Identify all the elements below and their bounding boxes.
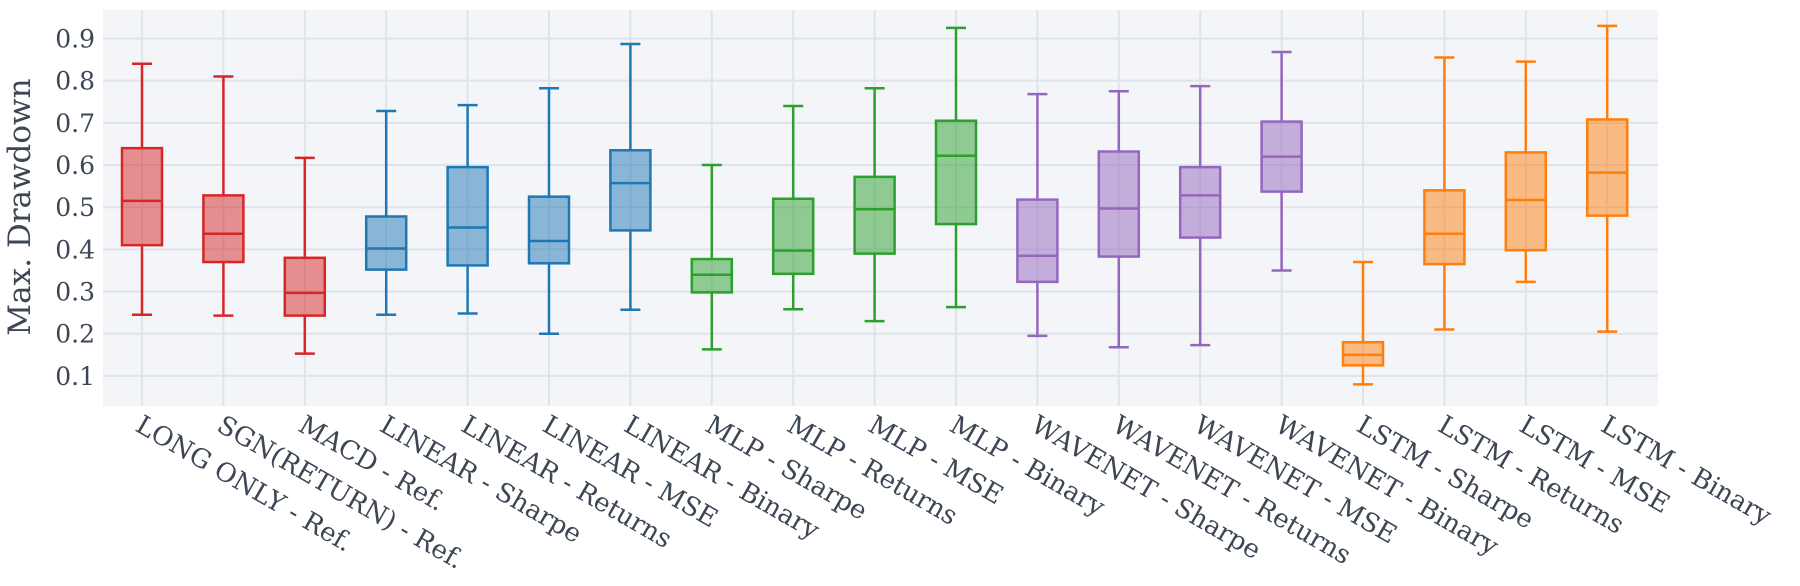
box-group	[1504, 60, 1548, 284]
y-tick-label: 0.9	[55, 24, 95, 53]
box-group	[690, 163, 734, 351]
y-tick-label: 0.5	[55, 193, 95, 222]
box-series	[120, 24, 1629, 386]
y-axis-ticks: 0.1 0.2 0.3 0.4 0.5 0.6 0.7 0.8 0.9	[55, 24, 95, 390]
box-group	[1585, 24, 1629, 333]
box-iqr	[1097, 150, 1141, 258]
box-group	[446, 103, 489, 315]
box-group	[364, 109, 408, 317]
y-tick-label: 0.4	[55, 235, 95, 264]
y-tick-label: 0.1	[55, 362, 95, 391]
box-iqr	[1585, 118, 1629, 217]
box-iqr	[202, 194, 245, 264]
box-iqr	[1178, 165, 1222, 239]
box-group	[283, 156, 327, 355]
box-iqr	[364, 215, 408, 271]
x-axis-labels: LONG ONLY - Ref.SGN(RETURN) - Ref.MACD -…	[131, 410, 1777, 575]
box-group	[934, 26, 978, 309]
box-group	[1260, 50, 1303, 272]
box-iqr	[771, 197, 815, 276]
box-group	[527, 87, 571, 335]
box-iqr	[527, 195, 571, 265]
box-group	[1341, 260, 1385, 386]
box-group	[1097, 89, 1141, 349]
box-iqr	[1423, 189, 1466, 266]
box-iqr	[609, 149, 652, 232]
box-group	[609, 42, 652, 311]
box-iqr	[1016, 198, 1059, 284]
box-iqr	[1504, 151, 1548, 252]
box-group	[853, 87, 896, 323]
box-group	[1178, 84, 1222, 347]
y-tick-label: 0.8	[55, 67, 95, 96]
box-group	[771, 104, 815, 311]
box-iqr	[446, 165, 489, 267]
y-tick-label: 0.7	[55, 109, 95, 138]
box-iqr	[853, 175, 896, 255]
box-group	[1016, 92, 1059, 338]
y-tick-label: 0.6	[55, 151, 95, 180]
y-tick-label: 0.3	[55, 278, 95, 307]
y-axis-title: Max. Drawdown	[2, 78, 38, 335]
box-group	[1423, 56, 1466, 331]
box-iqr	[283, 256, 327, 317]
box-iqr	[120, 146, 164, 247]
box-iqr	[934, 119, 978, 226]
box-group	[120, 62, 164, 317]
box-group	[202, 75, 245, 317]
y-tick-label: 0.2	[55, 320, 95, 349]
